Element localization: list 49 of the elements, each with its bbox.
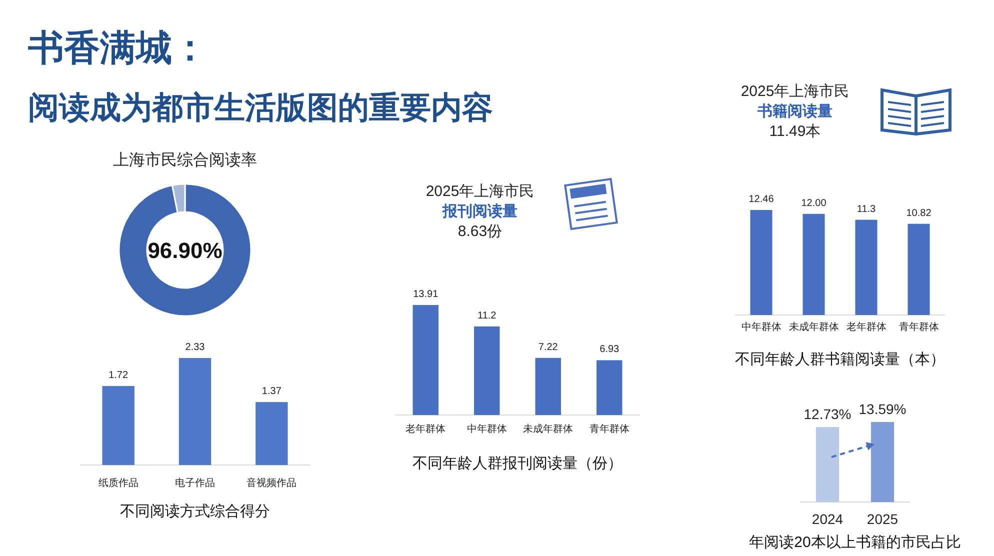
x-tick-label: 老年群体 (406, 423, 446, 435)
data-label: 13.59% (858, 401, 906, 417)
x-tick-label: 青年群体 (898, 321, 939, 333)
x-tick-label: 中年群体 (741, 321, 782, 333)
x-axis-title: 年阅读20本以上书籍的市民占比 (749, 534, 961, 551)
bar (535, 358, 561, 415)
chart-title: 2025年上海市民 (426, 183, 534, 200)
data-label: 11.3 (856, 204, 876, 215)
donut-slice (118, 183, 252, 317)
data-label: 1.37 (262, 386, 282, 398)
data-label: 1.72 (108, 370, 128, 382)
x-axis-title: 不同阅读方式综合得分 (120, 503, 270, 520)
bar (908, 224, 930, 315)
data-label: 12.73% (804, 406, 852, 422)
bar (750, 210, 772, 315)
chart-subtitle: 报刊阅读量 (442, 203, 518, 220)
chart-subtitle: 书籍阅读量 (756, 103, 832, 120)
text: 阅读成为都市生活版图的重要内容 (28, 90, 493, 125)
x-tick-label: 2024 (812, 511, 844, 527)
x-tick-label: 未成年群体 (523, 423, 574, 435)
data-label: 13.91 (413, 289, 439, 300)
data-label: 11.2 (478, 310, 497, 322)
x-tick-label: 老年群体 (846, 321, 886, 333)
x-tick-label: 未成年群体 (788, 321, 839, 333)
x-tick-label: 2025 (866, 511, 898, 527)
data-label: 2.33 (185, 342, 206, 353)
x-axis-title: 不同年龄人群书籍阅读量（本） (735, 351, 945, 368)
x-tick-label: 纸质作品 (98, 477, 138, 489)
bar (596, 360, 622, 415)
data-label: 12.00 (801, 198, 827, 209)
text: 书香满城： (28, 27, 208, 68)
data-label: 6.93 (600, 344, 620, 356)
data-label: 96.90% (148, 238, 222, 263)
chart-title: 上海市民综合阅读率 (113, 151, 257, 169)
text: 8.63份 (458, 223, 502, 240)
bar (412, 305, 438, 415)
x-tick-label: 中年群体 (466, 423, 507, 435)
x-tick-label: 电子作品 (175, 477, 215, 489)
data-label: 7.22 (538, 342, 558, 353)
bar (855, 220, 878, 315)
chart-title: 2025年上海市民 (740, 83, 850, 100)
data-label: 10.82 (906, 208, 932, 219)
bar (474, 326, 500, 415)
x-axis-title: 不同年龄人群报刊阅读量（份） (412, 455, 622, 472)
bar (802, 214, 825, 315)
x-tick-label: 音视频作品 (246, 477, 297, 489)
x-tick-label: 青年群体 (589, 423, 630, 435)
data-label: 12.46 (748, 194, 774, 205)
text: 11.49本 (769, 123, 821, 140)
